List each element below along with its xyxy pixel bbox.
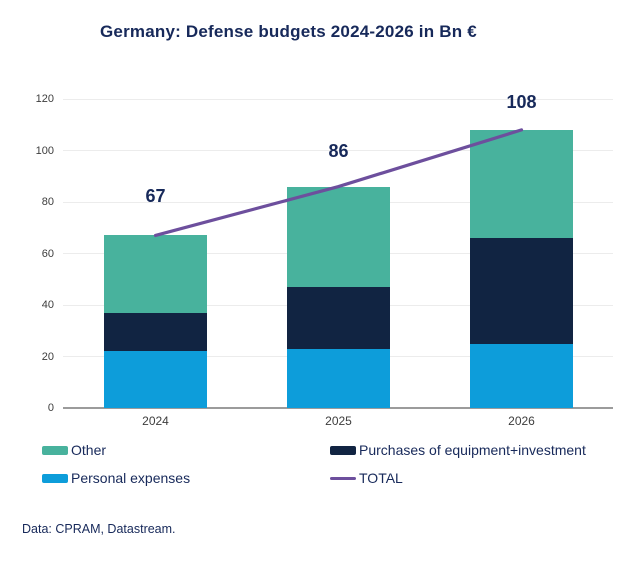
total-value-label: 108: [506, 91, 537, 112]
legend-item-purchases: Purchases of equipment+investment: [330, 441, 618, 459]
y-axis-tick-label: 40: [41, 299, 54, 311]
bar-segment-other: [104, 235, 207, 313]
y-axis-tick-label: 80: [41, 196, 54, 208]
legend-label-purchases: Purchases of equipment+investment: [359, 442, 586, 458]
other-series-swatch: [42, 445, 68, 455]
bar-segment-personal-expenses: [470, 343, 573, 408]
y-axis-tick-label: 120: [35, 93, 54, 105]
legend-item-total: TOTAL: [330, 469, 618, 487]
legend-item-personal-expenses: Personal expenses: [42, 469, 330, 487]
x-axis-line: [63, 407, 613, 409]
x-axis-tick-label: 2024: [142, 414, 169, 428]
y-axis-tick-label: 100: [35, 144, 54, 157]
bar-segment-personal-expenses: [104, 351, 207, 408]
bar-segment-purchases-of-equipment-investment: [287, 286, 390, 349]
y-axis-tick-label: 60: [41, 247, 54, 260]
x-axis-tick-label: 2026: [508, 414, 535, 428]
legend-label-personal-expenses: Personal expenses: [71, 470, 191, 486]
total-line-swatch: [330, 476, 356, 480]
purchases-series-swatch: [330, 445, 356, 455]
legend-item-other: Other: [42, 441, 330, 459]
total-value-label: 67: [145, 186, 166, 207]
source-note: Data: CPRAM, Datastream.: [22, 522, 176, 536]
legend: Other Purchases of equipment+investment …: [42, 441, 618, 487]
total-value-label: 86: [328, 140, 349, 161]
personal-expenses-series-swatch: [42, 473, 68, 483]
bar-segment-purchases-of-equipment-investment: [104, 312, 207, 352]
y-axis-tick-label: 0: [47, 402, 54, 414]
bar-segment-other: [287, 186, 390, 287]
bar-segment-personal-expenses: [287, 348, 390, 408]
legend-label-other: Other: [71, 442, 107, 458]
legend-label-total: TOTAL: [359, 470, 403, 486]
gridline: [63, 98, 613, 100]
bar-segment-purchases-of-equipment-investment: [470, 238, 573, 344]
bar-segment-other: [470, 129, 573, 239]
chart-title: Germany: Defense budgets 2024-2026 in Bn…: [100, 22, 477, 41]
x-axis-tick-label: 2025: [325, 414, 352, 428]
y-axis-tick-label: 20: [41, 350, 54, 363]
